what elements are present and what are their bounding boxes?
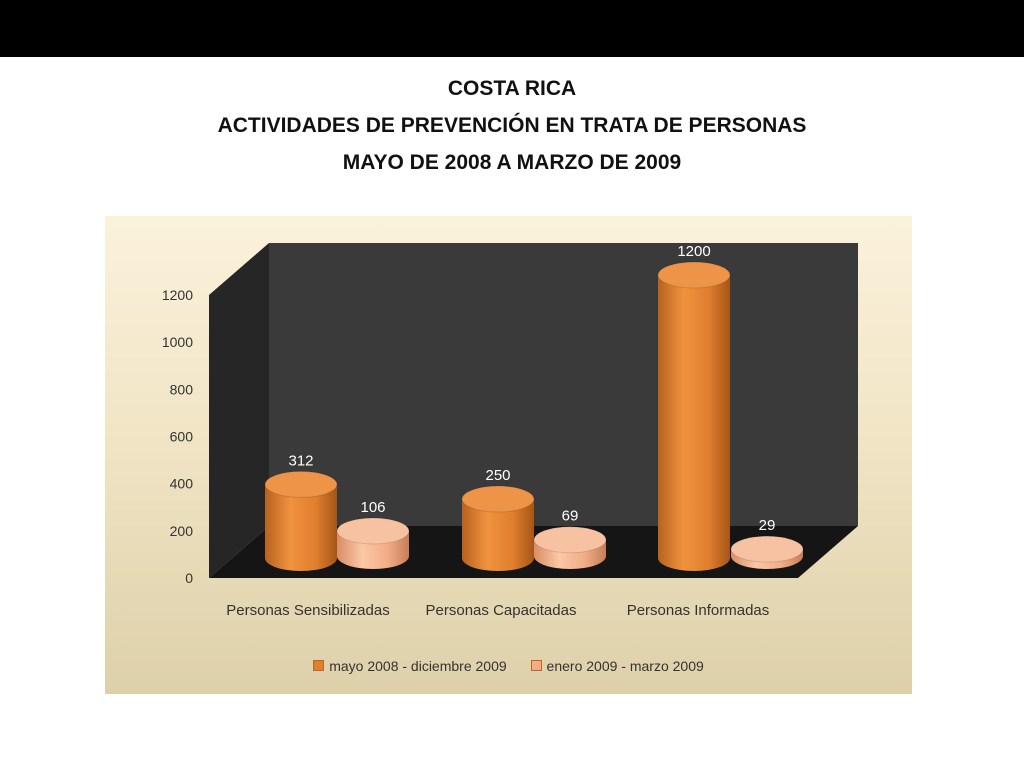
bar-1-2-body	[462, 499, 534, 571]
data-label-1-1: 312	[288, 452, 313, 469]
y-tick-label: 200	[170, 523, 194, 539]
data-label-1-2: 250	[485, 467, 510, 484]
bar-1-3-top	[657, 261, 731, 289]
y-tick-label: 400	[170, 476, 194, 492]
legend-label-series-2: enero 2009 - marzo 2009	[546, 658, 704, 674]
bar-2-1-top	[336, 517, 410, 545]
legend-label-series-1: mayo 2008 - diciembre 2009	[329, 658, 507, 674]
y-tick-label: 0	[185, 570, 193, 586]
chart-side-wall	[209, 243, 269, 578]
bar-1-1-body	[265, 484, 337, 571]
bar-1-1-top	[264, 470, 338, 498]
x-category-label: Personas Sensibilizadas	[226, 602, 389, 619]
bar-1-3-body	[658, 275, 730, 571]
data-label-1-3: 1200	[677, 243, 710, 260]
data-label-2-1: 106	[360, 499, 385, 516]
x-category-label: Personas Informadas	[627, 602, 770, 619]
y-tick-label: 800	[170, 381, 194, 397]
legend-swatch-series-1	[313, 660, 325, 671]
chart-back-wall	[269, 243, 858, 526]
legend-swatch-series-2	[530, 660, 542, 671]
legend-item-series-1: mayo 2008 - diciembre 2009	[313, 658, 507, 674]
top-black-bar	[0, 0, 1024, 57]
title-line-subject: ACTIVIDADES DE PREVENCIÓN EN TRATA DE PE…	[217, 114, 807, 137]
y-tick-label: 1000	[162, 334, 193, 350]
y-tick-label: 1200	[162, 287, 193, 303]
title-line-country: COSTA RICA	[447, 77, 577, 100]
legend-item-series-2: enero 2009 - marzo 2009	[530, 658, 704, 674]
bar-1-2-top	[461, 485, 535, 513]
x-category-label: Personas Capacitadas	[426, 602, 577, 619]
slide-title: COSTA RICA ACTIVIDADES DE PREVENCIÓN EN …	[0, 70, 1024, 181]
y-tick-label: 600	[170, 429, 194, 445]
title-line-period: MAYO DE 2008 A MARZO DE 2009	[342, 151, 682, 174]
chart-panel: 0 200 400 600 800 1000 1200 Personas Sensibiliz…	[105, 216, 912, 694]
bar-chart: 0 200 400 600 800 1000 1200 Personas Sensibiliz…	[162, 243, 858, 619]
chart-legend: mayo 2008 - diciembre 2009 enero 2009 - …	[105, 658, 912, 674]
data-label-2-3: 29	[759, 517, 776, 534]
bar-2-3-top	[730, 535, 804, 563]
bar-2-2-top	[533, 526, 607, 554]
data-label-2-2: 69	[562, 508, 579, 525]
